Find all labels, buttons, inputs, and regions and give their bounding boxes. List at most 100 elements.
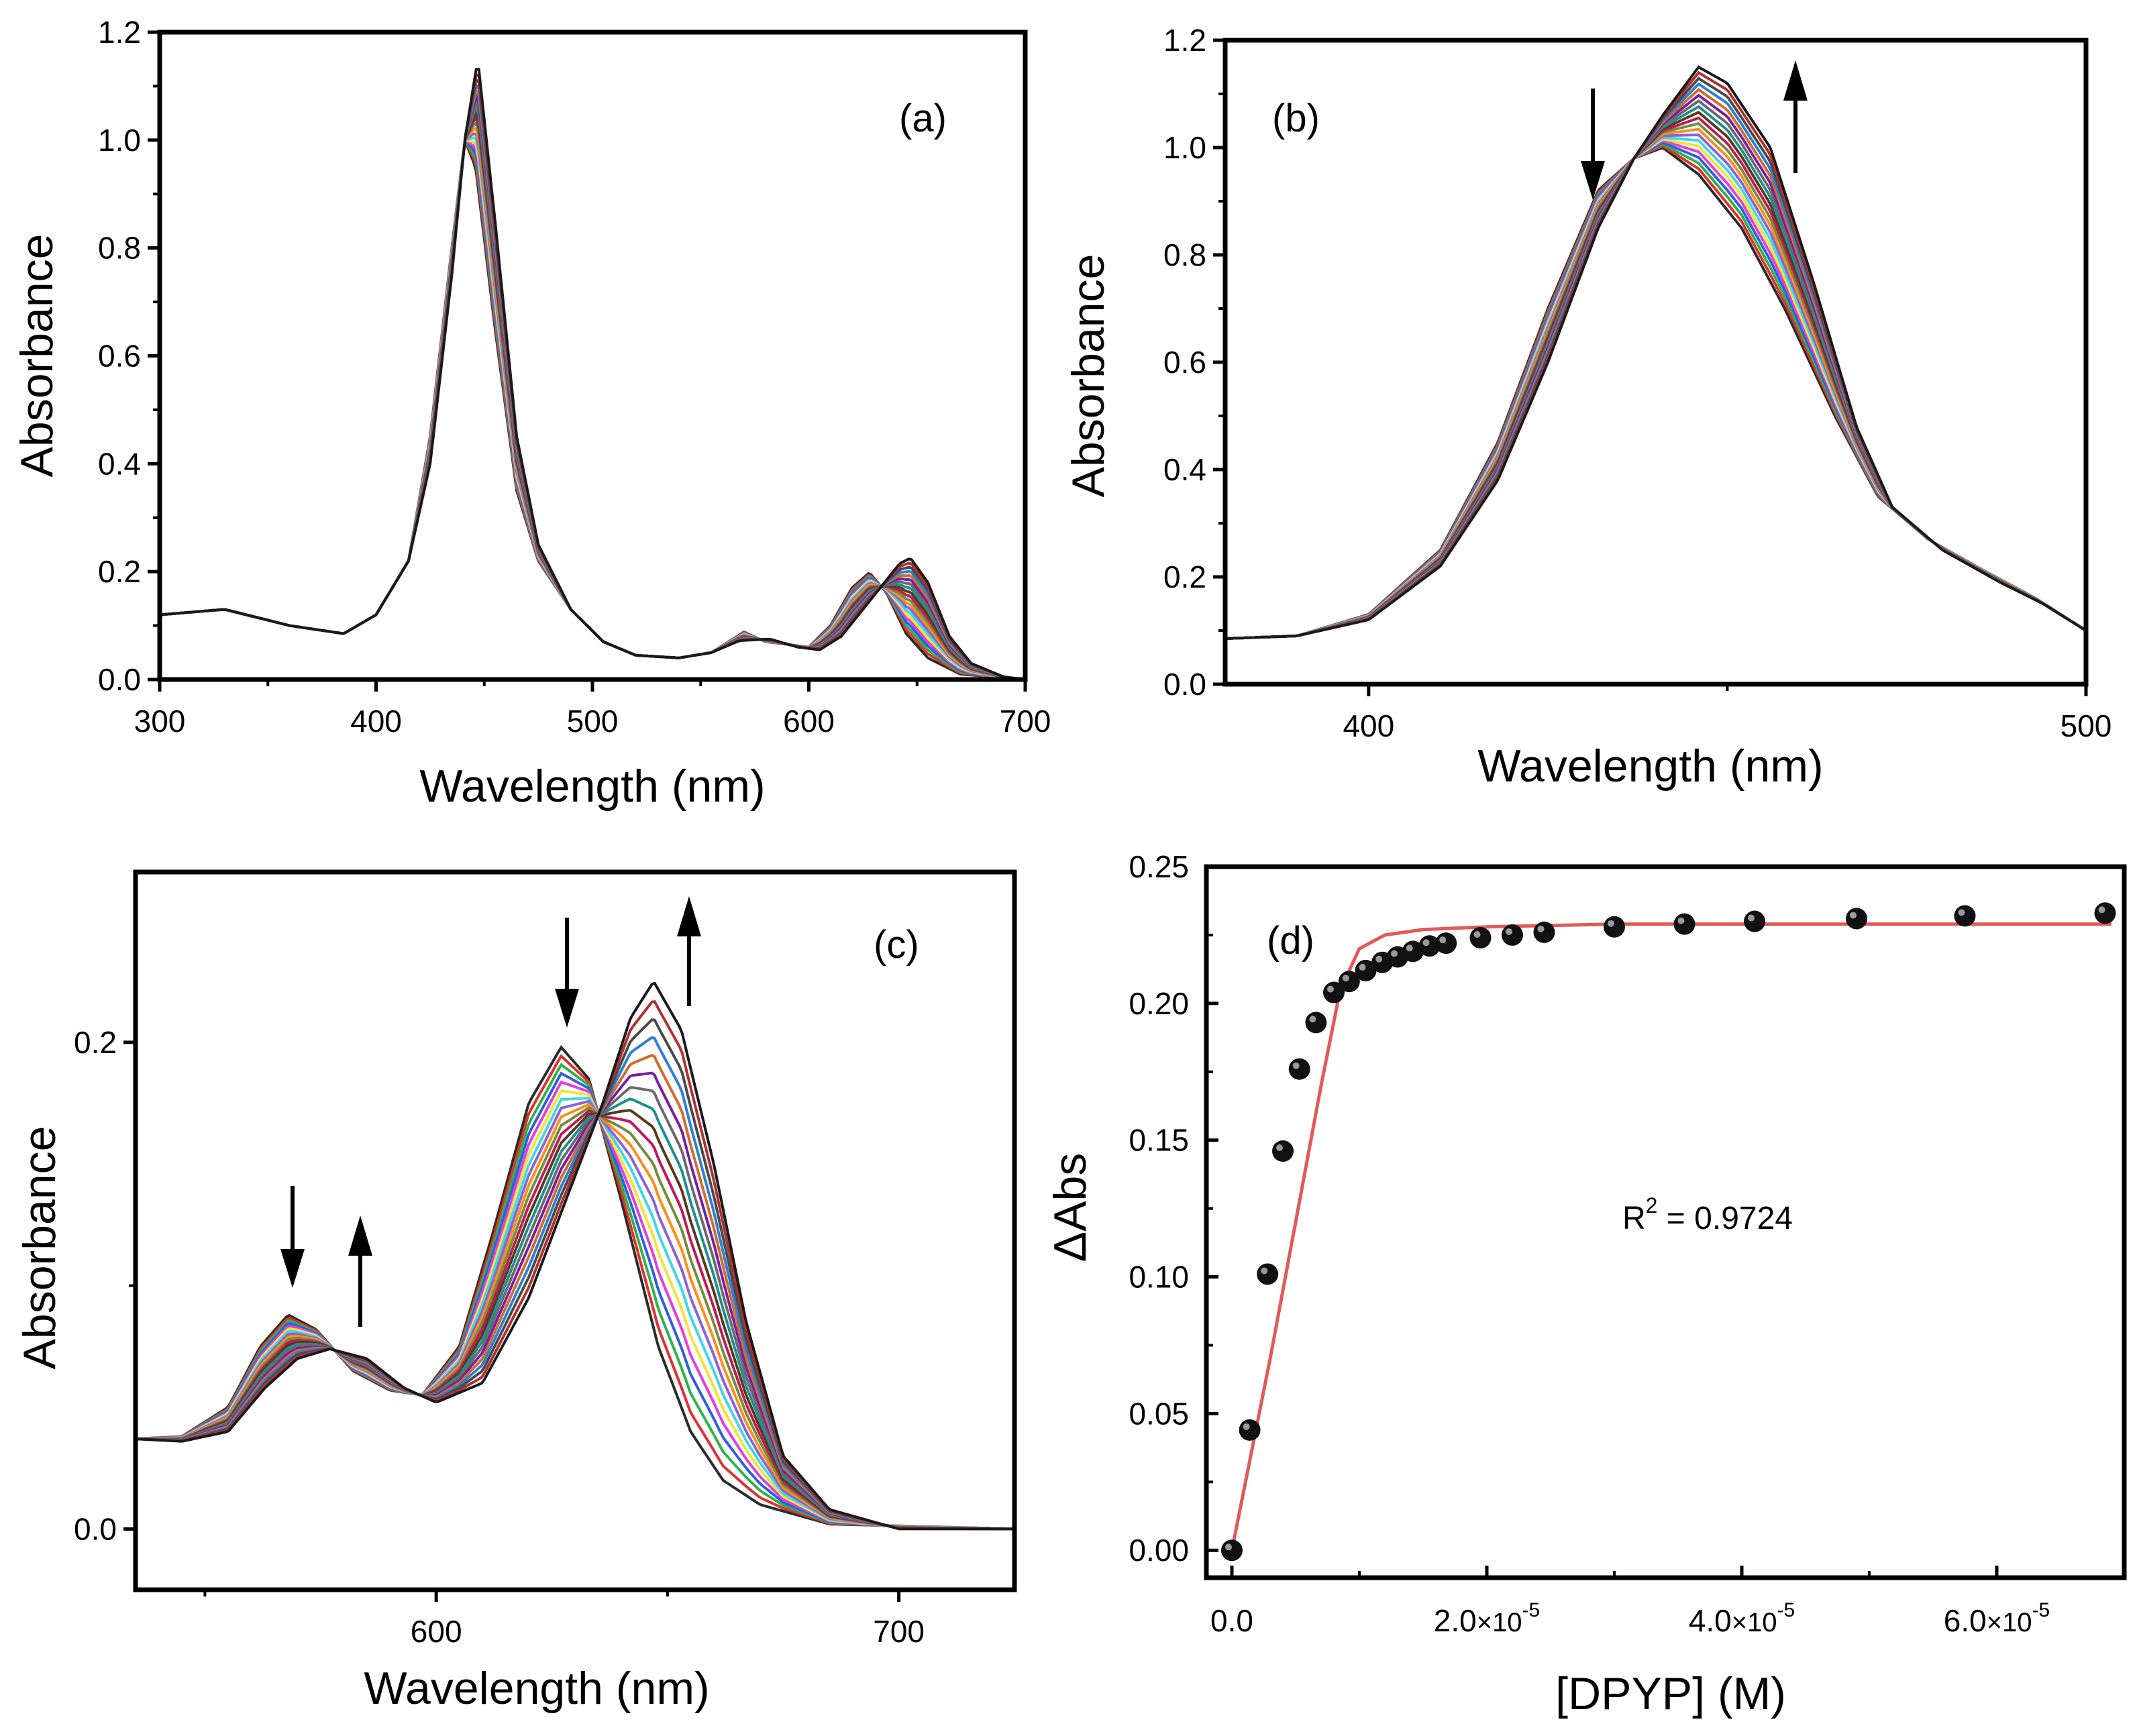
data-point-highlight: [1473, 931, 1481, 938]
data-point: [1239, 1419, 1261, 1441]
panel-a: 300 400 500 600 700 0.0 0.2 0.4 0.6 0.8 1.0 1.2 (a…: [11, 15, 1051, 812]
spectrum-line-7: [159, 136, 1026, 681]
panel-b-arrow-down: [1581, 89, 1605, 200]
x-tick-label: 600: [411, 1614, 462, 1649]
panel-a-x-ticks: 300 400 500 600 700: [134, 680, 1051, 739]
panel-d-points: [1221, 902, 2116, 1562]
spectrum-line-10: [1224, 122, 2087, 640]
panel-a-spectra: [159, 68, 1026, 681]
data-point-highlight: [2098, 906, 2105, 914]
x-tick-label: 700: [873, 1614, 925, 1649]
spectrum-line-11: [1224, 116, 2087, 640]
y-tick-label: 0.0: [1163, 667, 1206, 702]
data-point: [1435, 932, 1457, 955]
panel-c-arrow-up-right: [677, 896, 701, 1006]
data-point-highlight: [1261, 1267, 1268, 1274]
panel-b-arrow-up: [1783, 60, 1808, 173]
y-tick-label: 0.15: [1129, 1123, 1189, 1158]
data-point: [1954, 905, 1976, 927]
y-tick-label: 0.05: [1129, 1396, 1189, 1431]
panel-c: 600 700 0.0 0.2 (c) Wavelength (nm) Absorb…: [14, 869, 1017, 1714]
data-point-highlight: [1850, 912, 1857, 919]
panel-d-frame: [1204, 864, 2127, 1580]
y-tick-label: 0.0: [74, 1511, 117, 1546]
data-point-highlight: [1276, 1144, 1283, 1151]
x-tick-label: 300: [134, 704, 186, 739]
data-point-highlight: [1506, 928, 1512, 935]
x-tick-label: 500: [567, 704, 619, 739]
data-point-highlight: [1748, 914, 1755, 922]
r2-main: R: [1622, 1201, 1646, 1236]
y-tick-label: 0.0: [98, 662, 141, 697]
panel-c-x-ticks: 600 700: [203, 1590, 925, 1649]
data-point: [1533, 921, 1555, 943]
y-tick-label: 0.00: [1129, 1533, 1189, 1568]
y-tick-label: 0.4: [1163, 452, 1206, 487]
data-point-highlight: [1677, 917, 1685, 924]
spectrum-line-18: [135, 1018, 1014, 1531]
y-tick-label: 0.20: [1129, 986, 1189, 1021]
y-tick-label: 0.6: [1163, 345, 1206, 380]
data-point-highlight: [1391, 950, 1398, 957]
y-tick-label: 0.6: [98, 339, 141, 374]
spectrum-line-12: [1224, 111, 2087, 640]
panel-a-tag: (a): [899, 97, 947, 140]
x-tick-label: 600: [783, 704, 835, 739]
panel-c-frame: [133, 869, 1017, 1592]
spectrum-line-5: [1224, 140, 2087, 640]
data-point-highlight: [1359, 963, 1366, 971]
data-point-highlight: [1309, 1016, 1316, 1023]
y-tick-label: 1.2: [98, 15, 141, 50]
x-tick-label: 400: [350, 704, 402, 739]
spectrum-line-1: [135, 1045, 1015, 1531]
panel-c-x-title: Wavelength (nm): [364, 1663, 709, 1714]
data-point-highlight: [1243, 1423, 1250, 1430]
x-tick-label: 500: [2060, 708, 2112, 743]
y-tick-label: 1.0: [1163, 130, 1206, 165]
y-tick-label: 0.10: [1129, 1260, 1189, 1295]
spectrum-line-7: [1224, 135, 2087, 640]
x-tick-label: 4.0×10-5: [1689, 1599, 1795, 1638]
spectrum-line-4: [1224, 141, 2087, 640]
x-tick-label: 6.0×10-5: [1944, 1599, 2050, 1638]
spectrum-line-6: [1224, 138, 2087, 640]
spectrum-line-9: [1224, 127, 2087, 640]
panel-c-arrow-up-left: [348, 1215, 372, 1327]
y-tick-label: 1.0: [98, 123, 141, 158]
x-tick-label: 0.0: [1210, 1603, 1253, 1638]
panel-d-x-ticks: 0.0 2.0×10-5 4.0×10-5 6.0×10-5: [1210, 1566, 2050, 1638]
data-point: [1288, 1058, 1310, 1080]
data-point-highlight: [1225, 1543, 1232, 1551]
panel-d-y-title: ΔAbs: [1045, 1153, 1096, 1262]
data-point: [2094, 902, 2116, 924]
panel-c-y-title: Absorbance: [14, 1126, 65, 1370]
panel-d-x-title: [DPYP] (M): [1555, 1668, 1786, 1719]
r2-sup: 2: [1646, 1193, 1658, 1217]
spectrum-line-3: [1224, 143, 2087, 640]
panel-d-y-ticks: 0.00 0.05 0.10 0.15 0.20 0.25: [1129, 849, 1218, 1568]
spectrum-line-20: [159, 68, 1026, 681]
panel-b: 400 500 0.0 0.2 0.4 0.6 0.8 1.0 1.2 (b) Wavelen…: [1063, 23, 2111, 792]
y-tick-label: 0.2: [74, 1025, 117, 1060]
y-tick-label: 0.8: [1163, 237, 1206, 272]
data-point: [1846, 908, 1867, 930]
data-point-highlight: [1422, 939, 1430, 946]
panel-c-y-ticks: 0.0 0.2: [74, 1025, 136, 1546]
panel-b-x-title: Wavelength (nm): [1477, 741, 1823, 792]
data-point-highlight: [1342, 975, 1349, 982]
data-point: [1257, 1263, 1279, 1285]
panel-b-x-ticks: 400 500: [1343, 684, 2111, 743]
y-tick-label: 1.2: [1163, 23, 1206, 58]
x-tick-label: 700: [1000, 704, 1051, 739]
y-tick-label: 0.8: [98, 231, 141, 266]
spectrum-line-20: [1224, 65, 2087, 640]
panel-c-arrow-down-right: [555, 918, 579, 1028]
data-point-highlight: [1537, 925, 1545, 932]
spectrum-line-19: [1224, 70, 2087, 640]
data-point: [1305, 1012, 1327, 1034]
panel-a-y-ticks: 0.0 0.2 0.4 0.6 0.8 1.0 1.2: [98, 15, 160, 697]
data-point: [1272, 1140, 1294, 1162]
spectrum-line-8: [1224, 133, 2087, 640]
panel-d-r2-annotation: R2 = 0.9724: [1622, 1193, 1793, 1236]
